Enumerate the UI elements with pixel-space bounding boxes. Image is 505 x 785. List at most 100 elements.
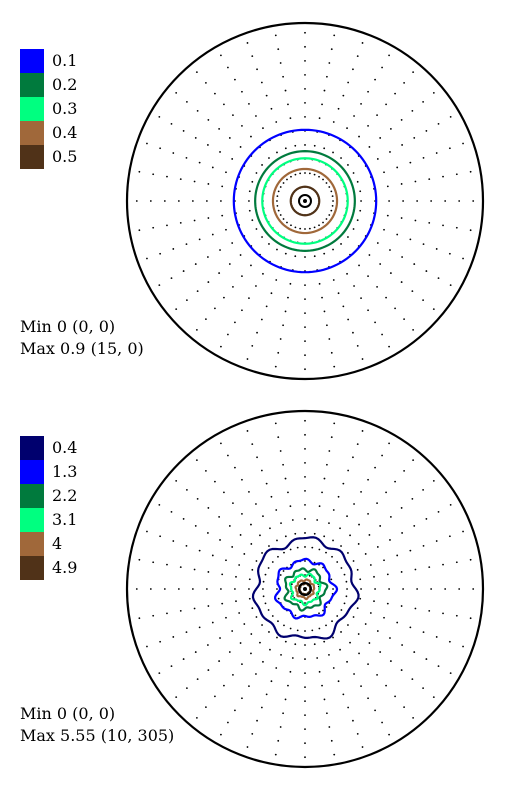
grid-dot	[214, 307, 216, 310]
grid-dot	[469, 229, 472, 232]
grid-dot	[220, 588, 222, 590]
grid-dot	[241, 478, 243, 481]
grid-dot	[437, 123, 440, 125]
grid-dot	[225, 559, 227, 562]
grid-dot	[368, 146, 371, 148]
grid-dot	[411, 678, 414, 680]
grid-dot	[328, 186, 331, 188]
grid-dot	[343, 602, 346, 605]
grid-dot	[267, 567, 270, 569]
grid-dot	[422, 299, 424, 301]
grid-dot	[340, 243, 342, 245]
grid-dot	[198, 238, 201, 241]
grid-dot	[409, 626, 412, 629]
grid-dot	[159, 147, 162, 150]
grid-dot	[218, 516, 221, 518]
grid-dot	[326, 75, 328, 78]
grid-dot	[388, 588, 390, 590]
grid-dot	[353, 115, 355, 117]
grid-dot	[321, 684, 323, 687]
grid-dot	[265, 94, 268, 97]
grid-dot	[284, 310, 287, 313]
grid-dot	[389, 660, 392, 662]
grid-dot	[294, 255, 297, 258]
grid-dot	[172, 248, 175, 250]
grid-dot	[280, 653, 282, 656]
grid-dot	[332, 200, 334, 202]
grid-dot	[304, 489, 306, 492]
grid-dot	[260, 318, 263, 321]
grid-dot	[220, 54, 222, 57]
grid-dot	[159, 535, 162, 538]
grid-dot	[422, 101, 424, 103]
grid-dot	[333, 365, 336, 368]
grid-dot	[194, 525, 197, 527]
grid-dot	[403, 82, 405, 84]
grid-dot	[246, 358, 249, 360]
grid-dot	[400, 281, 403, 283]
grid-dot	[316, 519, 319, 521]
grid-dot	[430, 588, 433, 590]
grid-dot	[198, 626, 201, 629]
grid-dot	[250, 543, 253, 545]
grid-dot	[241, 663, 243, 666]
grid-dot	[325, 606, 328, 608]
grid-dot	[276, 588, 278, 590]
grid-dot	[299, 172, 302, 175]
grid-dot	[328, 338, 331, 340]
grid-dot	[409, 549, 412, 552]
grid-dot	[340, 157, 342, 159]
grid-dot	[264, 573, 267, 576]
grid-dot	[359, 190, 362, 193]
grid-dot	[289, 548, 292, 551]
grid-dot	[449, 672, 452, 674]
grid-dot	[360, 103, 362, 105]
grid-dot	[149, 588, 152, 590]
grid-dot	[251, 180, 254, 183]
grid-dot	[388, 442, 390, 445]
grid-dot	[262, 588, 264, 590]
grid-dot	[279, 450, 282, 452]
grid-dot	[228, 263, 231, 265]
grid-dot	[238, 564, 241, 566]
grid-dot	[248, 597, 251, 600]
grid-dot	[279, 214, 282, 216]
legend-swatch	[20, 460, 44, 484]
grid-dot	[361, 430, 364, 432]
grid-dot	[158, 672, 161, 674]
grid-dot	[321, 296, 323, 299]
grid-dot	[428, 178, 431, 181]
grid-dot	[304, 87, 306, 90]
grid-dot	[304, 326, 306, 329]
grid-dot	[304, 714, 306, 717]
grid-dot	[170, 277, 173, 279]
grid-dot	[248, 297, 250, 299]
grid-dot	[262, 272, 264, 275]
grid-dot	[304, 340, 306, 343]
grid-dot	[304, 312, 306, 315]
grid-dot	[356, 732, 359, 735]
grid-dot	[261, 164, 263, 166]
grid-dot	[251, 568, 254, 571]
grid-dot	[304, 45, 306, 48]
grid-dot	[195, 71, 198, 74]
grid-dot	[275, 121, 278, 123]
grid-dot	[412, 328, 415, 331]
grid-dot	[449, 284, 452, 286]
grid-dot	[205, 200, 208, 202]
grid-dot	[196, 678, 199, 680]
grid-dot	[274, 753, 277, 756]
grid-dot	[270, 292, 273, 295]
grid-dot	[322, 566, 324, 569]
grid-dot	[220, 442, 222, 445]
legend-label: 0.1	[52, 51, 78, 70]
grid-dot	[219, 151, 221, 153]
grid-dot	[383, 559, 385, 562]
grid-dot	[411, 290, 414, 292]
grid-dot	[207, 571, 210, 573]
grid-dot	[304, 728, 306, 731]
grid-dot	[248, 578, 251, 581]
contour-line	[271, 167, 339, 235]
grid-dot	[214, 480, 216, 483]
grid-dot	[356, 568, 359, 571]
